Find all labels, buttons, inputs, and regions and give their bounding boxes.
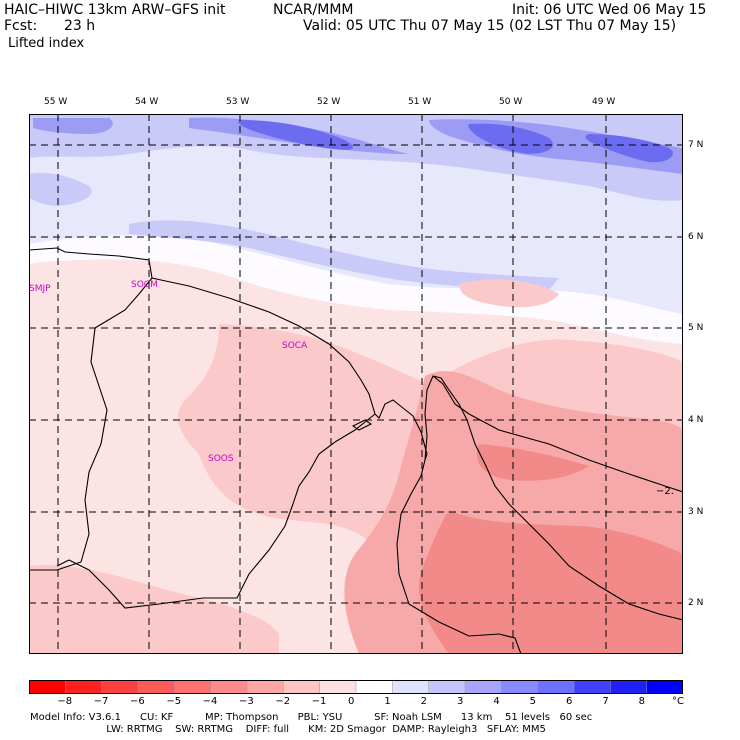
lon-label-52w: 52 W [317,97,341,107]
colorbar-cell [355,680,394,694]
coast-amapa-north [432,375,683,493]
colorbar-cell [573,680,612,694]
colorbar-cell [137,680,176,694]
border-brazil-amapa [396,459,522,654]
strong-blue-core-3 [585,134,673,163]
lon-label-54w: 54 W [135,97,159,107]
light-blue-band-mid [129,220,559,290]
colorbar-cell [428,680,466,694]
center-name: NCAR/MMM [273,2,354,18]
colorbar-tick-label: −4 [202,696,218,707]
colorbar-tick-label: −7 [93,696,109,707]
colorbar-tick-label: 4 [493,696,500,707]
station-socm: SOCM [131,280,158,290]
lon-label-49w: 49 W [592,97,616,107]
strong-red-patch [476,444,589,481]
colorbar-cell [29,680,67,694]
lat-label-4n: 4 N [688,415,704,425]
fcst-label: Fcst: [4,18,38,34]
valid-time: Valid: 05 UTC Thu 07 May 15 (02 LST Thu … [303,18,677,34]
colorbar-tick-label: −6 [130,696,145,707]
lat-label-6n: 6 N [688,232,704,242]
model-title: HAIC–HIWC 13km ARW–GFS init [4,2,226,18]
colorbar-cell [246,680,285,694]
island-outline [351,419,373,431]
lat-lon-grid [29,114,683,654]
mid-blue-blob-west [33,118,113,134]
strong-blue-core-2 [468,123,553,154]
lat-label-3n: 3 N [688,507,704,517]
colorbar-tick-label: 2 [420,696,428,707]
colorbar-cell [610,680,648,694]
colorbar-cell [464,680,503,694]
colorbar-tick-label: −1 [311,696,327,707]
fcst-value: 23 h [64,18,96,34]
contour-label: −2. [656,486,674,497]
strong-red-region [418,510,683,654]
light-blue-blob-west [29,172,92,206]
coast-amapa [424,375,683,621]
lon-label-55w: 55 W [44,97,68,107]
lat-label-2n: 2 N [688,598,704,608]
lon-label-51w: 51 W [408,97,432,107]
colorbar-cell [210,680,248,694]
colorbar-tick-label: 3 [457,696,464,707]
colorbar-tick-label: 0 [348,696,355,707]
light-red-patch-south [29,564,279,654]
colorbar-cell [319,680,357,694]
map-frame [29,114,683,654]
colorbar-tick-label: −5 [166,696,182,707]
lifted-index-map: −2. [29,114,683,654]
colorbar-tick-label: −8 [57,696,73,707]
coastlines-borders [29,247,683,654]
light-red-patch-east [459,279,559,308]
colorbar-unit: °C [672,696,684,707]
colorbar-cell [646,680,683,694]
colorbar-cell [174,680,212,694]
border-suriname-guiana [29,277,153,571]
station-smjp: SMJP [29,284,51,294]
colorbar-tick-label: −2 [275,696,291,707]
colorbar-tick-label: 8 [638,696,646,707]
colorbar-tick-label: 1 [384,696,391,707]
lat-label-7n: 7 N [688,140,704,150]
strong-blue-core-1 [238,120,353,150]
border-guiana-brazil [56,413,376,609]
model-info-line-2: LW: RRTMG SW: RRTMG DIFF: full KM: 2D Sm… [30,724,546,735]
colorbar-cell [537,680,575,694]
station-soos: SOOS [208,454,234,464]
coastline [29,247,428,461]
field-name: Lifted index [8,36,85,51]
colorbar [29,680,683,694]
colorbar-tick-label: 7 [602,696,609,707]
init-time: Init: 06 UTC Wed 06 May 15 [512,2,707,18]
colorbar-tick-label: −3 [239,696,254,707]
colorbar-tick-label: 6 [566,696,573,707]
colorbar-cell [101,680,139,694]
colorbar-tick-label: 5 [529,696,537,707]
colorbar-cell [501,680,539,694]
lon-label-50w: 50 W [499,97,523,107]
white-band [29,235,683,344]
colorbar-cell [392,680,430,694]
colorbar-cell [65,680,103,694]
lat-label-5n: 5 N [688,323,704,333]
colorbar-cell [283,680,321,694]
colorbar-frame [29,680,683,694]
lon-label-53w: 53 W [226,97,250,107]
model-info-line-1: Model Info: V3.6.1 CU: KF MP: Thompson P… [30,712,593,723]
station-soca: SOCA [282,341,308,351]
